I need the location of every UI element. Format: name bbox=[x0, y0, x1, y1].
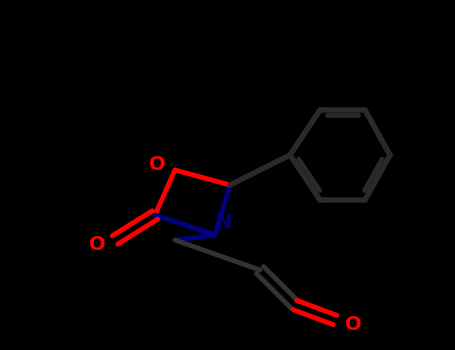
Text: N: N bbox=[215, 214, 231, 232]
Text: O: O bbox=[345, 315, 361, 335]
Text: O: O bbox=[149, 155, 165, 175]
Text: O: O bbox=[89, 236, 105, 254]
